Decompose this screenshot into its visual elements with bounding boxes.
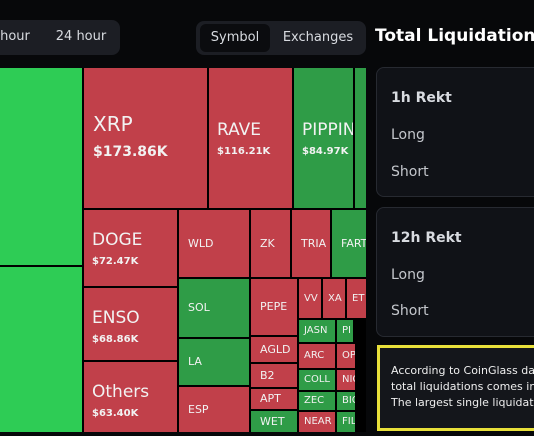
tile-symbol: PI xyxy=(342,325,351,336)
tile[interactable]: ENSO $68.86K xyxy=(84,288,177,360)
tile-symbol: DOGE xyxy=(92,230,143,250)
tile[interactable]: VV xyxy=(299,279,321,318)
notice: According to CoinGlass da total liquidat… xyxy=(377,345,534,431)
sidebar-title: Total Liquidations xyxy=(375,26,534,46)
rekt-card: 1h Rekt Long Short xyxy=(376,67,534,197)
tile[interactable]: SOL xyxy=(179,279,249,337)
tile[interactable]: XRP $173.86K xyxy=(84,68,207,208)
tile[interactable]: RAVE $116.21K xyxy=(209,68,292,208)
tile-symbol: SOL xyxy=(188,301,210,314)
card-row: Long xyxy=(391,267,425,283)
tile-amount: $63.40K xyxy=(92,408,139,419)
tile[interactable]: TRIA xyxy=(292,210,330,277)
tile-symbol: ZK xyxy=(260,237,275,250)
tile[interactable]: APT xyxy=(251,389,297,409)
tile[interactable]: LA xyxy=(179,339,249,385)
tile[interactable] xyxy=(355,68,366,208)
treemap: XRP $173.86K RAVE $116.21K PIPPIN $84.97K DOGE… xyxy=(0,68,366,432)
tile[interactable]: AGLD xyxy=(251,337,297,362)
tile[interactable]: NEAR xyxy=(299,412,335,432)
tile[interactable]: OP xyxy=(337,344,355,368)
rekt-card: 12h Rekt Long Short xyxy=(376,207,534,337)
tile-symbol: WET xyxy=(260,415,285,428)
tile-amount: $72.47K xyxy=(92,256,139,267)
time-tab[interactable]: hour xyxy=(0,29,30,44)
card-row: Short xyxy=(391,303,429,319)
view-tab[interactable]: Exchanges xyxy=(282,30,354,45)
tile[interactable]: ZK xyxy=(251,210,290,277)
tile-symbol: VV xyxy=(304,293,318,304)
tile[interactable]: XA xyxy=(323,279,345,318)
tile-symbol: OP xyxy=(342,350,355,361)
card-row: Long xyxy=(391,127,425,143)
tile-symbol: Others xyxy=(92,382,150,402)
tile-symbol: WLD xyxy=(188,237,214,250)
tile-amount: $68.86K xyxy=(92,334,139,345)
tile-symbol: BIO xyxy=(342,395,355,406)
tile-symbol: APT xyxy=(260,392,281,405)
tile[interactable]: FIL xyxy=(337,412,355,432)
tile-symbol: PEPE xyxy=(260,300,288,313)
notice-line: total liquidations comes in xyxy=(391,380,534,393)
tile[interactable]: NIC xyxy=(337,370,355,390)
tile[interactable]: ESP xyxy=(179,387,249,432)
tile-symbol: RAVE xyxy=(217,120,262,140)
tile-symbol: FIL xyxy=(342,416,355,427)
tile[interactable]: ARC xyxy=(299,344,335,368)
tile[interactable]: FART xyxy=(332,210,366,277)
tile-symbol: NIC xyxy=(342,374,355,385)
tile[interactable]: JASN xyxy=(299,320,335,342)
tile[interactable]: PIPPIN $84.97K xyxy=(294,68,353,208)
tile[interactable]: PEPE xyxy=(251,279,297,335)
tile[interactable]: COLL xyxy=(299,370,335,390)
tile[interactable]: PI xyxy=(337,320,353,342)
tile-symbol: LA xyxy=(188,355,202,368)
tile[interactable]: WLD xyxy=(179,210,249,277)
card-title: 1h Rekt xyxy=(391,90,452,106)
notice-line: According to CoinGlass da xyxy=(391,364,534,377)
tile[interactable]: DOGE $72.47K xyxy=(84,210,177,286)
tile[interactable] xyxy=(0,68,82,265)
tile-symbol: COLL xyxy=(304,374,330,385)
tile-symbol: ZEC xyxy=(304,395,325,406)
tile-symbol: NEAR xyxy=(304,416,332,427)
tile-symbol: AGLD xyxy=(260,343,291,356)
tile-symbol: TRIA xyxy=(301,237,327,250)
notice-line: The largest single liquidati xyxy=(391,396,534,409)
tile-symbol: FART xyxy=(341,237,366,250)
tile-symbol: JASN xyxy=(304,325,328,336)
tile-symbol: ENSO xyxy=(92,308,140,328)
tile-symbol: ARC xyxy=(304,350,325,361)
tile-amount: $173.86K xyxy=(93,144,168,160)
card-title: 12h Rekt xyxy=(391,230,462,246)
tile[interactable]: B2 xyxy=(251,364,297,387)
tile-symbol: B2 xyxy=(260,369,275,382)
tile-amount: $116.21K xyxy=(217,146,271,157)
tile[interactable] xyxy=(0,267,82,432)
tile-symbol: XA xyxy=(328,293,342,304)
tile[interactable]: BIO xyxy=(337,392,355,410)
tile-symbol: ET xyxy=(352,293,365,304)
tile-symbol: PIPPIN xyxy=(302,120,353,140)
tile[interactable]: ZEC xyxy=(299,392,335,410)
time-tab-group: hour 24 hour xyxy=(0,20,120,55)
tile-symbol: ESP xyxy=(188,403,209,416)
tile-amount: $84.97K xyxy=(302,146,349,157)
tile-symbol: XRP xyxy=(93,112,133,136)
tile[interactable]: ET xyxy=(347,279,366,318)
card-row: Short xyxy=(391,164,429,180)
view-tab-active[interactable]: Symbol xyxy=(200,24,270,52)
tile[interactable]: WET xyxy=(251,411,297,432)
view-tab-group: Symbol Exchanges xyxy=(196,21,366,55)
time-tab[interactable]: 24 hour xyxy=(55,29,107,44)
tile[interactable]: Others $63.40K xyxy=(84,362,177,432)
